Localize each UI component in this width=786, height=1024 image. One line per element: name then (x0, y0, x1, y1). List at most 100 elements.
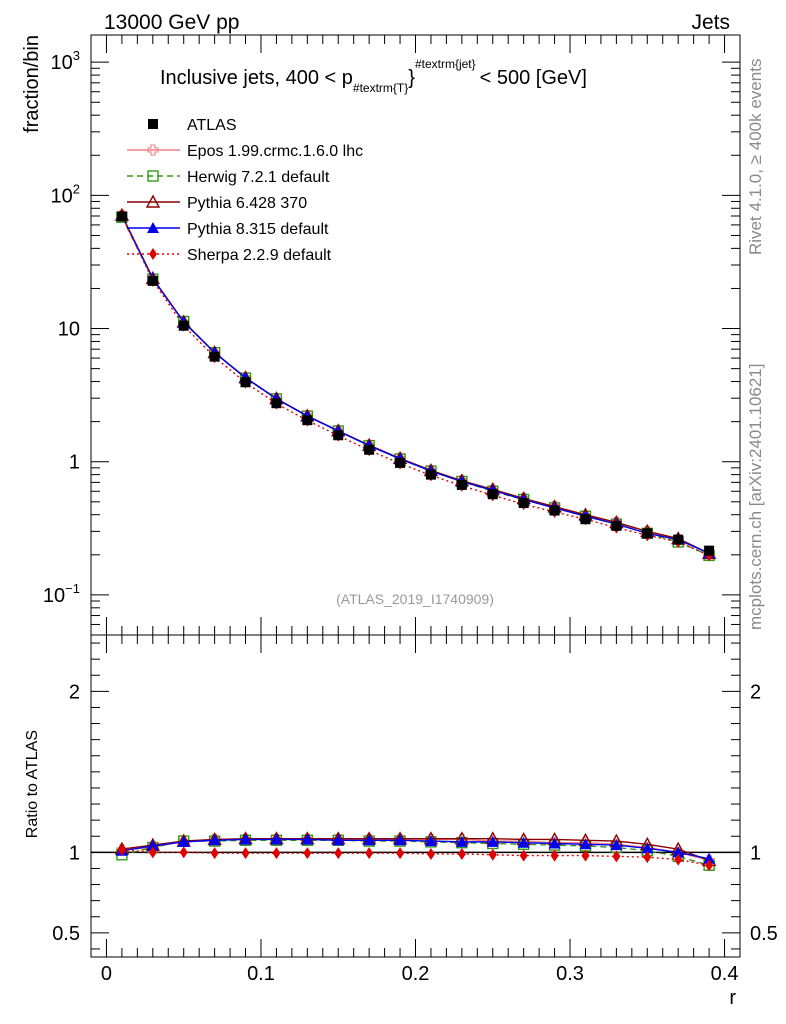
legend-marker (148, 119, 158, 129)
ratio-sherpa-2-2-9-default-point (705, 859, 714, 872)
ratio-sherpa-2-2-9-default-point (396, 847, 405, 860)
legend-item-epos-1-99-crmc-1-6-0-lhc: Epos 1.99.crmc.1.6.0 lhc (127, 143, 363, 160)
atlas-data-point (116, 211, 127, 222)
ratio-panel-ticks: 0 0.1 0.2 0.3 0.4 0.5 0.5 1 1 2 2 (52, 635, 778, 985)
ratio-pythia-8-315-default-point (641, 842, 654, 854)
atlas-data-point (333, 430, 344, 441)
ratio-sherpa-2-2-9-default-point (643, 851, 652, 864)
ratio-sherpa-2-2-9-default-point (303, 847, 312, 860)
ratio-sherpa-2-2-9-default-point (117, 843, 126, 856)
ratio-sherpa-2-2-9-default-point (241, 847, 250, 860)
atlas-data-point (425, 469, 436, 480)
y-tick-label: 1 (69, 452, 80, 474)
main-y-axis-title: fraction/bin (21, 35, 43, 133)
ratio-pythia-8-315-default-point (332, 834, 345, 846)
ratio-sherpa-2-2-9-default-point (148, 846, 157, 859)
y-tick-label-base: 10 (43, 585, 65, 607)
ratio-pythia-8-315-default-point (703, 852, 716, 864)
legend-marker (149, 248, 157, 260)
category-label: Jets (691, 11, 730, 34)
atlas-data-point (240, 377, 251, 388)
ratio-pythia-8-315-default-point (672, 846, 685, 858)
y-tick-label-exponent: −1 (65, 581, 80, 596)
ratio-pythia-8-315-default-point (208, 834, 221, 846)
ratio-pythia-8-315-default-point (517, 836, 530, 848)
main-sherpa-2-2-9-default-line (121, 215, 710, 557)
ratio-y-tick-label-right: 0.5 (750, 923, 778, 945)
legend-marker (147, 170, 159, 182)
x-tick-label: 0.1 (247, 963, 275, 985)
legend-marker (145, 194, 161, 208)
title-close-brace: } (408, 67, 415, 89)
y-tick-label: 10−1 (43, 581, 80, 607)
atlas-data-point (518, 497, 529, 508)
atlas-data-point (364, 444, 375, 455)
ratio-sherpa-2-2-9-default-point (612, 850, 621, 863)
ratio-pythia-8-315-default-point (177, 835, 190, 847)
atlas-data-point (487, 489, 498, 500)
ratio-pythia-8-315-default-point (239, 833, 252, 845)
x-axis-title: r (729, 987, 736, 1009)
ratio-pythia-8-315-default-point (146, 839, 159, 851)
ratio-sherpa-2-2-9-default-point (426, 847, 435, 860)
ratio-y-axis-title: Ratio to ATLAS (24, 730, 41, 838)
ratio-sherpa-2-2-9-default-point (674, 853, 683, 866)
ratio-sherpa-2-2-9-default-point (519, 849, 528, 862)
title-superscript: #textrm{jet} (415, 57, 476, 71)
ratio-pythia-8-315-default-point (548, 837, 561, 849)
ratio-y-tick-label: 2 (69, 681, 80, 703)
atlas-data-point (611, 520, 622, 531)
legend-label: ATLAS (187, 117, 237, 134)
legend-marker-shape (147, 144, 159, 156)
y-tick-label-exponent: 2 (73, 181, 80, 196)
title-suffix: < 500 [GeV] (480, 67, 587, 89)
atlas-data-point (456, 479, 467, 490)
main-panel-title: Inclusive jets, 400 < p#textrm{T}}#textr… (160, 57, 587, 95)
ratio-pythia-8-315-default-point (270, 833, 283, 845)
y-tick-label: 102 (51, 181, 80, 207)
legend-label: Sherpa 2.2.9 default (187, 247, 332, 264)
x-tick-label: 0 (101, 963, 112, 985)
atlas-data-point (642, 528, 653, 539)
y-tick-label-base: 10 (51, 52, 73, 74)
x-tick-label: 0.4 (711, 963, 739, 985)
atlas-data-point (302, 415, 313, 426)
main-panel-series (114, 207, 717, 562)
legend-item-herwig-7-2-1-default: Herwig 7.2.1 default (127, 169, 330, 186)
ratio-y-tick-label: 0.5 (52, 923, 80, 945)
y-tick-label-base: 1 (69, 452, 80, 474)
ratio-sherpa-2-2-9-default-point (334, 847, 343, 860)
y-tick-label-base: 10 (51, 185, 73, 207)
legend-item-pythia-8-315-default: Pythia 8.315 default (127, 221, 329, 238)
mcplots-label: mcplots.cern.ch [arXiv:2401.10621] (746, 364, 765, 630)
x-tick-label: 0.2 (402, 963, 430, 985)
ratio-y-tick-label: 1 (69, 842, 80, 864)
ratio-pythia-6-428-370-line (121, 837, 710, 862)
legend-item-atlas: ATLAS (148, 117, 237, 134)
ratio-sherpa-2-2-9-default-point (210, 847, 219, 860)
ratio-pythia-8-315-default-point (424, 835, 437, 847)
atlas-data-point (209, 351, 220, 362)
y-tick-label-base: 10 (58, 319, 80, 341)
atlas-data-point (271, 398, 282, 409)
ratio-sherpa-2-2-9-default-point (581, 849, 590, 862)
atlas-data-point (580, 514, 591, 525)
ratio-pythia-8-315-default-line (121, 838, 710, 860)
ratio-sherpa-2-2-9-default-point (550, 849, 559, 862)
rivet-version-label: Rivet 4.1.0, ≥ 400k events (746, 59, 765, 255)
atlas-data-point (147, 275, 158, 286)
atlas-data-point (395, 457, 406, 468)
legend-label: Herwig 7.2.1 default (187, 169, 330, 186)
ratio-pythia-8-315-default-point (610, 839, 623, 851)
ratio-sherpa-2-2-9-default-point (488, 848, 497, 861)
ratio-panel-series (114, 831, 717, 872)
ratio-pythia-8-315-default-point (363, 834, 376, 846)
ratio-pythia-8-315-default-point (394, 834, 407, 846)
legend-marker (147, 222, 159, 233)
ratio-pythia-8-315-default-point (301, 833, 314, 845)
ratio-y-tick-label-right: 2 (750, 681, 761, 703)
legend-label: Pythia 8.315 default (187, 221, 329, 238)
legend-marker (147, 144, 159, 156)
